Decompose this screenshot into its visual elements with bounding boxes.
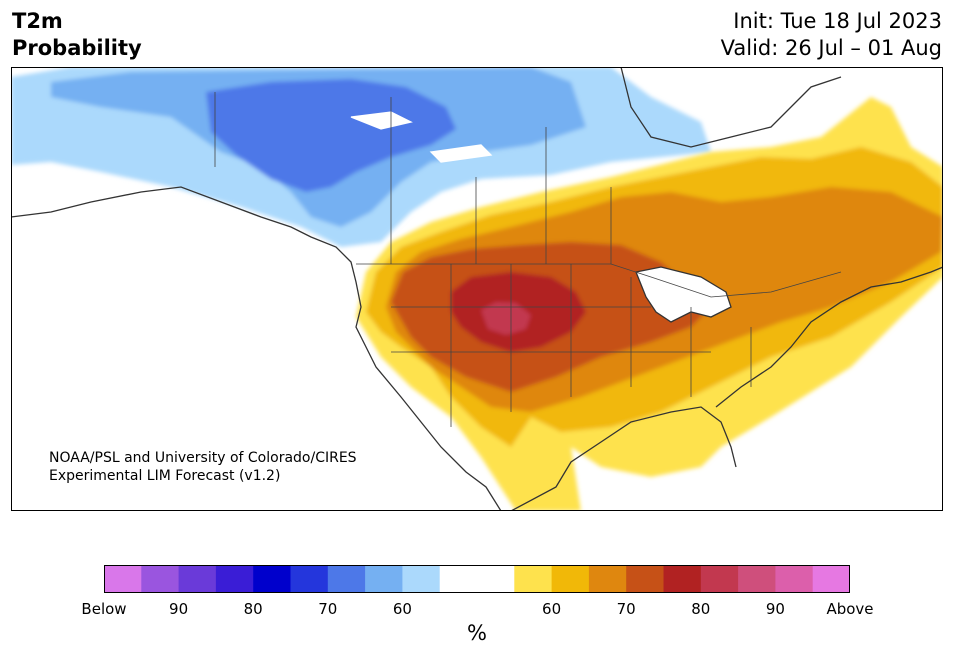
probability-map — [11, 67, 943, 511]
init-date: Init: Tue 18 Jul 2023 — [733, 9, 942, 33]
political-borders — [214, 92, 842, 427]
colorbar-segment — [439, 565, 478, 593]
colorbar-segment — [626, 565, 664, 593]
colorbar-segment — [551, 565, 590, 593]
colorbar-segment — [588, 565, 627, 593]
colorbar-tick-label: Below — [81, 600, 127, 618]
gulf-coastline — [510, 406, 737, 511]
colorbar-tick-label: 80 — [691, 600, 711, 618]
colorbar-tick-label: 90 — [169, 600, 189, 618]
colorbar-border — [104, 565, 850, 593]
colorbar-segment — [663, 565, 702, 593]
colorbar-tick-label: 80 — [243, 600, 263, 618]
map-title: T2m Probability — [12, 8, 142, 62]
colorbar-segment — [738, 565, 776, 593]
credit-text: NOAA/PSL and University of Colorado/CIRE… — [49, 449, 357, 485]
colorbar-segment — [290, 565, 329, 593]
map-frame — [11, 67, 943, 511]
colorbar-segment — [402, 565, 441, 593]
below-80-region — [206, 79, 456, 192]
credit-line-1: NOAA/PSL and University of Colorado/CIRE… — [49, 450, 357, 466]
colorbar-segment — [253, 565, 291, 593]
colorbar-segment — [365, 565, 403, 593]
colorbar-segment — [775, 565, 814, 593]
colorbar-segment — [514, 565, 553, 593]
colorbar-segment — [141, 565, 180, 593]
below-normal-field — [11, 67, 711, 247]
colorbar-tick-label: 90 — [765, 600, 785, 618]
arctic-islands — [350, 111, 493, 163]
great-lakes — [635, 266, 732, 323]
colorbar-unit: % — [467, 621, 487, 645]
title-line-1: T2m — [12, 9, 63, 33]
colorbar-segment — [700, 565, 739, 593]
colorbar-segment — [327, 565, 366, 593]
coastlines — [11, 67, 943, 511]
colorbar-tick-label: 60 — [542, 600, 562, 618]
colorbar-segment — [215, 565, 254, 593]
colorbar-tick-label: 60 — [392, 600, 412, 618]
us-canada-border — [356, 263, 842, 298]
colorbar-segment — [477, 565, 515, 593]
colorbar-tick-label: 70 — [318, 600, 338, 618]
valid-range: Valid: 26 Jul – 01 Aug — [720, 36, 942, 60]
colorbar — [104, 565, 850, 593]
title-line-2: Probability — [12, 36, 142, 60]
colorbar-tick-label: 70 — [616, 600, 636, 618]
colorbar-tick-label: Above — [826, 600, 874, 618]
above-99-region — [481, 302, 531, 335]
colorbar-segment — [812, 565, 850, 593]
forecast-dates: Init: Tue 18 Jul 2023 Valid: 26 Jul – 01… — [721, 8, 942, 62]
colorbar-segment — [178, 565, 217, 593]
colorbar-segment — [104, 565, 142, 593]
us-state-lines — [391, 264, 752, 427]
canada-province-lines — [214, 92, 612, 264]
credit-line-2: Experimental LIM Forecast (v1.2) — [49, 468, 281, 484]
pacific-coastline — [11, 186, 502, 511]
hudson-bay-coast — [620, 67, 842, 148]
atlantic-coastline — [715, 266, 943, 408]
